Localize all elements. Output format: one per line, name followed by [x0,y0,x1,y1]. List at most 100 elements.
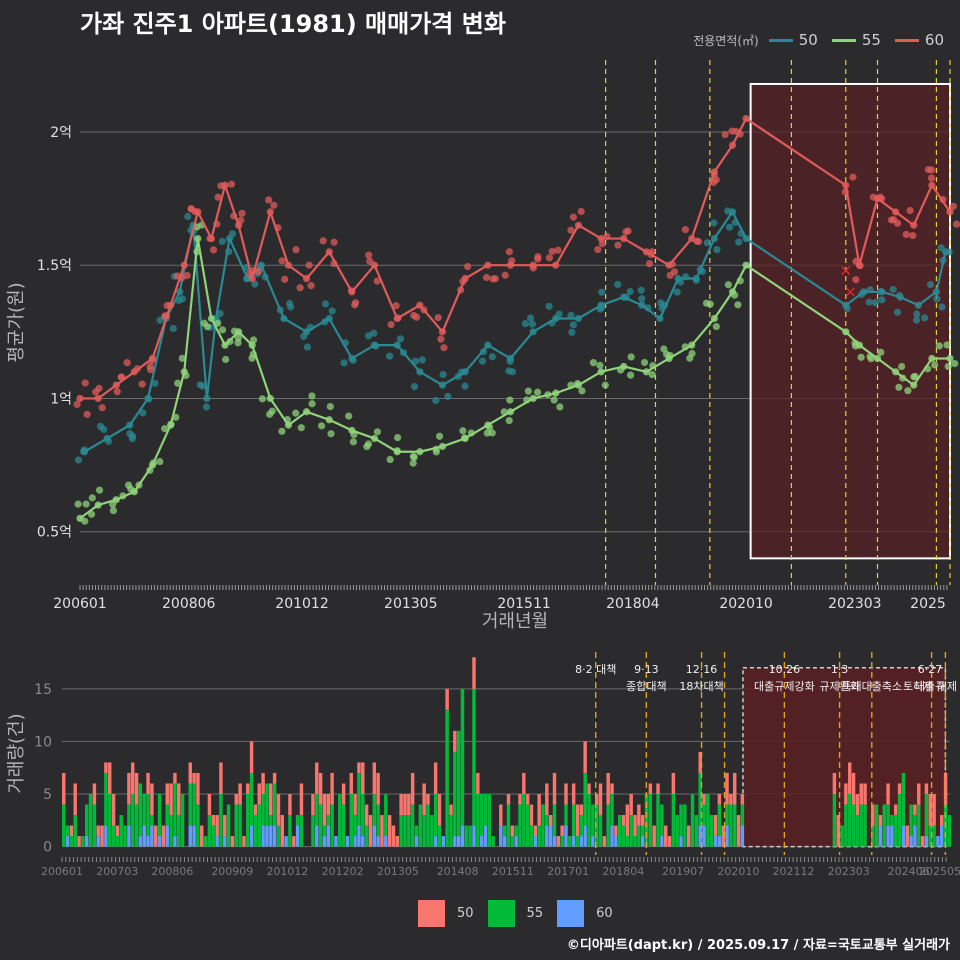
series-point-60 [274,224,282,232]
annotation-6-line2: 토허제 해제 [903,679,957,693]
bar-50 [932,793,936,826]
series-point-55 [899,374,907,382]
series-point-60 [366,257,374,265]
series-point-55 [944,362,952,371]
bar-50 [211,815,215,826]
series-point-55 [200,319,208,327]
series-point-50 [926,280,935,289]
series-point-50 [169,324,177,333]
bar-50 [100,825,104,847]
bar-50 [238,783,242,805]
series-point-55 [877,348,885,356]
bar-55 [679,804,683,837]
bar-55 [483,793,488,826]
bar-55 [855,815,860,847]
bar-60 [284,836,288,847]
series-point-60 [255,267,263,276]
series-point-55 [370,434,379,443]
bar-60 [334,836,338,847]
bar-55 [257,804,261,847]
bar-55 [541,804,545,847]
series-point-55 [895,383,903,391]
series-point-50 [203,394,211,403]
bar-60 [936,836,940,847]
series-point-60 [603,232,611,240]
series-point-55 [345,412,353,420]
series-point-60 [266,208,274,216]
bar-55 [364,825,369,847]
bar-50 [269,783,273,816]
series-point-50 [895,291,904,300]
bar-60 [940,825,944,847]
series-point-55 [712,322,720,331]
series-point-55 [626,371,635,379]
bar-50 [614,825,618,837]
series-point-55 [873,354,882,363]
x-axis-label: 거래년월 [482,611,548,632]
bar-50 [445,688,449,710]
bar-55 [315,793,319,826]
bar-60 [138,836,143,847]
series-point-60 [213,220,221,228]
series-point-60 [892,208,900,216]
bar-55 [560,836,564,847]
series-point-60 [392,302,400,310]
legend-title: 전용면적(㎡) [693,33,759,48]
series-point-55 [529,394,537,403]
series-point-60 [94,394,102,403]
bar-60 [890,825,894,847]
series-point-55 [349,438,357,446]
bar-55 [591,804,595,837]
series-point-55 [230,327,239,335]
series-point-60 [270,201,278,209]
y-tick-label-2: 1.5억 [37,258,72,274]
annotation-1-line2: 종합대책 [626,680,666,693]
series-point-60 [645,259,654,268]
bar-60 [272,825,277,847]
series-point-55 [258,395,266,403]
bar-50 [437,793,442,826]
bar-55 [111,825,116,847]
bar-55 [882,804,886,847]
bar-55 [150,815,154,826]
series-point-55 [213,319,222,328]
series-point-60 [95,384,103,392]
bar-60 [901,825,906,847]
bar-50 [380,815,384,847]
bar-50 [637,804,641,826]
series-point-55 [302,408,311,416]
bar-55 [384,793,388,837]
x-tick-label-6: 202010 [719,596,772,612]
bar-50 [522,772,526,794]
bar-50 [499,804,503,826]
bar-55 [625,836,630,847]
bar-55 [932,825,936,847]
series-point-60 [416,301,424,309]
bar-55 [326,815,331,826]
series-point-50 [876,287,885,296]
series-point-50 [145,395,153,403]
bar-60 [725,825,729,847]
bar-50 [594,793,599,805]
series-point-55 [524,387,532,395]
series-point-50 [287,303,295,311]
bar-50 [606,772,610,805]
series-point-50 [638,301,646,309]
bar-60 [610,825,614,847]
series-point-60 [330,238,338,246]
bar-55 [871,825,875,847]
series-point-50 [438,381,447,389]
series-point-50 [626,287,634,296]
bar-60 [552,836,557,847]
series-point-55 [325,416,333,424]
bar-50 [610,783,614,794]
series-point-50 [176,288,184,296]
series-point-50 [228,230,237,238]
bar-50 [552,772,557,805]
x-tick-label-1: 200806 [162,596,216,612]
bar-50 [571,783,576,805]
series-point-55 [95,486,104,494]
series-point-55 [373,428,382,436]
series-point-55 [438,442,447,451]
bar-50 [510,825,515,837]
